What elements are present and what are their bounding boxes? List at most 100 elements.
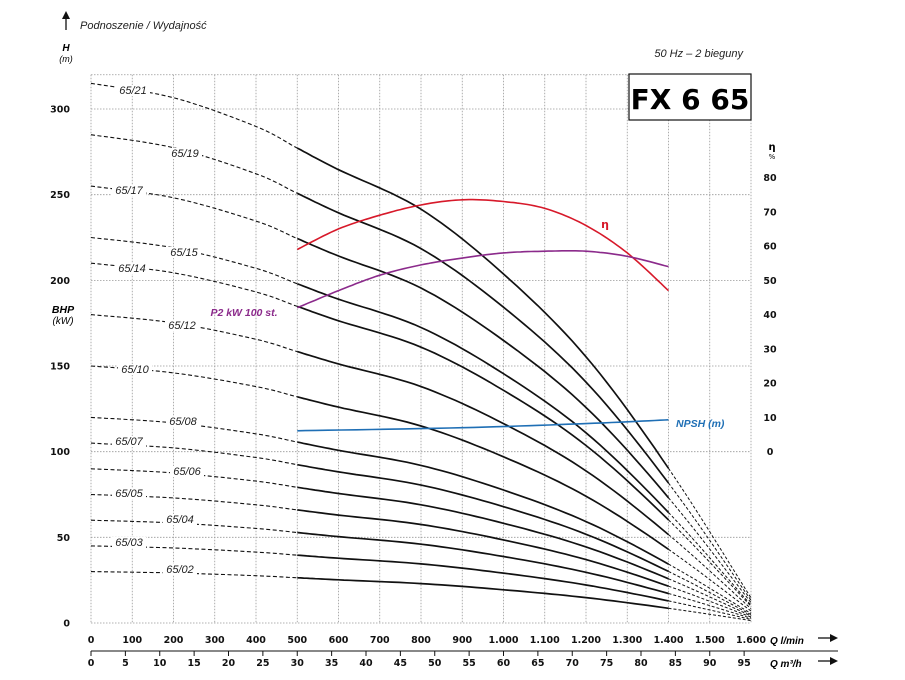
curve-65-19-dashed-start (90, 134, 298, 194)
x-tick-label-m3h: 85 (669, 658, 682, 669)
curve-label-background (166, 416, 200, 427)
x-axis-label-lmin: Q l/min (770, 636, 804, 647)
x-tick-label-lmin: 900 (452, 635, 472, 646)
y-tick-label: 0 (63, 619, 70, 630)
npsh-curve (297, 419, 669, 432)
curve-65-15 (297, 283, 670, 514)
eta-tick-labels: 0 10 20 30 40 50 60 70 80 (763, 173, 777, 458)
x-tick-label-m3h: 20 (222, 658, 236, 669)
x-tick-label-lmin: 1.100 (530, 635, 560, 646)
x-tick-label-lmin: 0 (88, 635, 95, 646)
x-tick-label-lmin: 1.400 (653, 635, 683, 646)
eta-tick-label: 80 (763, 173, 777, 184)
curve-label: 65/08 (169, 416, 197, 428)
curve-65-10-dashed-end (668, 548, 752, 612)
model-title: FX 6 65 (631, 83, 750, 116)
curve-65-05 (297, 509, 669, 588)
curve-label-background (168, 148, 202, 159)
y-tick-label: 200 (50, 276, 70, 287)
eta-axis-label: η (768, 142, 775, 153)
x-tick-label-m3h: 0 (88, 658, 95, 669)
x-tick-labels-lmin: 0 100 200 300 400 500 600 700 800 900 1.000 1.100 1.… (88, 635, 767, 646)
curve-65-02 (297, 576, 669, 610)
efficiency-curve (296, 198, 670, 292)
x-tick-label-m3h: 10 (153, 658, 167, 669)
x-tick-label-m3h: 50 (428, 658, 442, 669)
y-tick-label: 300 (50, 105, 70, 116)
grid (90, 74, 752, 624)
eta-axis-unit: % (769, 153, 776, 161)
curve-65-06 (297, 486, 669, 580)
curve-label-background (112, 185, 146, 196)
curve-label: 65/03 (115, 537, 143, 549)
curve-label-background (118, 364, 152, 375)
x-axis-m3h: 0 5 10 15 20 25 30 35 40 45 50 55 60 65 70 75 80 85 90 95 (88, 650, 838, 669)
y-tick-labels: 0 50 100 150 200 250 300 (50, 105, 70, 630)
bhp-axis-unit: (kW) (52, 316, 73, 327)
x-tick-label-m3h: 65 (531, 658, 544, 669)
curve-65-17 (296, 237, 670, 499)
curve-label: 65/05 (115, 488, 143, 500)
x-tick-label-m3h: 60 (497, 658, 511, 669)
eta-tick-label: 20 (763, 379, 777, 390)
curve-65-02-dashed-end (668, 607, 752, 622)
curve-65-06-dashed-end (668, 578, 752, 617)
x-tick-label-m3h: 55 (463, 658, 476, 669)
curve-label-background (116, 85, 150, 96)
curve-65-07 (297, 463, 669, 573)
y-tick-label: 250 (50, 190, 70, 201)
curve-65-15-dashed-start (90, 236, 298, 285)
efficiency-label: η (601, 218, 609, 231)
bhp-axis-label: BHP (52, 304, 75, 316)
x-tick-label-lmin: 500 (287, 635, 307, 646)
curve-label-background (115, 263, 149, 274)
curve-label-background (167, 247, 201, 258)
curve-label: 65/04 (166, 514, 194, 526)
curve-label: 65/02 (166, 564, 194, 576)
curve-label: 65/17 (115, 185, 143, 197)
x-tick-label-m3h: 70 (566, 658, 580, 669)
x-tick-label-lmin: 100 (122, 635, 142, 646)
x-tick-label-lmin: 1.500 (695, 635, 725, 646)
curve-65-08-dashed-start (90, 416, 298, 443)
x-tick-label-m3h: 25 (256, 658, 269, 669)
curve-65-06-dashed-start (90, 468, 298, 488)
curve-65-14 (297, 305, 670, 521)
curve-65-15-dashed-end (668, 512, 752, 606)
curve-label-background (165, 320, 199, 331)
x-tick-label-lmin: 800 (411, 635, 431, 646)
curve-65-21 (296, 147, 670, 469)
eta-tick-label: 40 (763, 310, 777, 321)
curve-65-12 (297, 350, 670, 536)
arrow-right-icon (818, 657, 838, 665)
x-tick-label-lmin: 300 (205, 635, 225, 646)
curve-65-07-dashed-end (668, 570, 752, 616)
curve-labels: 65/21 65/19 65/17 65/15 65/14 65/12 65/10 65/08… (112, 85, 725, 576)
curve-65-12-dashed-start (90, 314, 298, 353)
y-axis-unit: (m) (59, 54, 73, 64)
curve-label-background (163, 514, 197, 525)
x-tick-label-m3h: 35 (325, 658, 338, 669)
x-tick-label-lmin: 1.200 (571, 635, 601, 646)
curve-65-08 (297, 441, 669, 565)
y-axis-label: H (62, 43, 70, 54)
power-label: P2 kW 100 st. (210, 307, 277, 319)
curve-65-19-dashed-end (668, 482, 752, 601)
x-tick-label-lmin: 1.300 (612, 635, 642, 646)
x-tick-label-lmin: 1.000 (488, 635, 518, 646)
x-tick-label-lmin: 600 (329, 635, 349, 646)
x-tick-label-m3h: 45 (394, 658, 407, 669)
curve-label: 65/10 (121, 364, 149, 376)
curve-65-03-dashed-end (668, 600, 752, 620)
curve-65-08-dashed-end (668, 563, 752, 614)
eta-tick-label: 0 (767, 447, 774, 458)
x-tick-label-m3h: 95 (738, 658, 751, 669)
curve-label: 65/21 (119, 85, 147, 97)
pump-curves (90, 82, 752, 622)
curve-65-03 (297, 554, 669, 602)
eta-tick-label: 70 (763, 207, 777, 218)
eta-tick-label: 10 (763, 413, 777, 424)
curve-label-background (112, 436, 146, 447)
curve-65-05-dashed-end (668, 585, 752, 618)
